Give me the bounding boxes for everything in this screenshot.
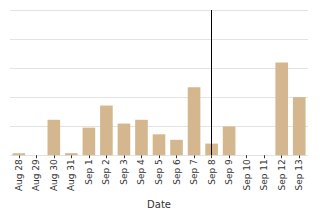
svg-text:Sep 6: Sep 6 [172,159,182,185]
svg-text:Sep 13: Sep 13 [294,159,304,190]
svg-text:Aug 29: Aug 29 [31,159,41,191]
svg-text:Sep 2: Sep 2 [101,159,111,185]
svg-text:Sep 10: Sep 10 [242,159,252,191]
svg-text:Sep 9: Sep 9 [224,159,234,185]
svg-text:Sep 12: Sep 12 [277,159,287,190]
svg-text:Sep 11: Sep 11 [259,159,269,190]
svg-text:Date: Date [147,199,171,210]
svg-text:Sep 3: Sep 3 [119,159,129,185]
svg-text:Sep 1: Sep 1 [84,159,94,185]
svg-text:Aug 31: Aug 31 [66,159,76,191]
svg-text:Sep 7: Sep 7 [189,159,199,185]
svg-text:Sep 4: Sep 4 [136,159,146,185]
svg-text:Aug 30: Aug 30 [49,159,59,191]
svg-text:Sep 8: Sep 8 [207,159,217,185]
svg-text:Sep 5: Sep 5 [154,159,164,185]
svg-text:Aug 28: Aug 28 [14,159,24,191]
